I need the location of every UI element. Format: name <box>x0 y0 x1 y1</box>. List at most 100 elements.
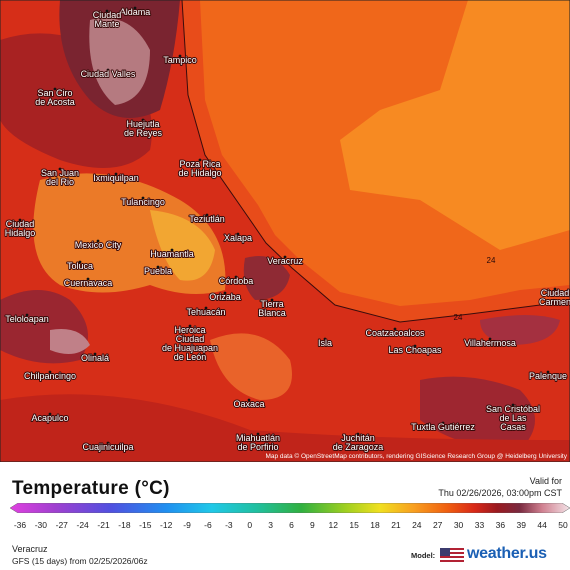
colorbar <box>10 503 570 513</box>
city-dot <box>18 218 22 222</box>
city-dot <box>170 248 174 252</box>
city-dot <box>53 87 57 91</box>
city-label-line: Huamantla <box>150 249 194 259</box>
city-label: Ciudad Valles <box>81 69 136 79</box>
city-label: Teziutlán <box>189 214 225 224</box>
city-label: Tehuacán <box>186 307 225 317</box>
city-dot <box>133 6 137 10</box>
city-dot <box>156 265 160 269</box>
city-dot <box>114 172 118 176</box>
city-label-line: Acapulco <box>31 413 68 423</box>
city-label: San Juan del Rio <box>41 168 79 187</box>
city-label-line: Ciudad <box>176 334 205 344</box>
city-label: Huejutla de Reyes <box>124 119 163 138</box>
colorbar-tick-label: 9 <box>310 520 315 530</box>
city-dot <box>58 167 62 171</box>
city-label: Coatzacoalcos <box>365 328 425 338</box>
city-dot <box>236 232 240 236</box>
city-label: Ciudad Hidalgo <box>5 219 36 238</box>
city-label: Palenque <box>529 371 567 381</box>
legend-panel: Temperature (°C) Valid for Thu 02/26/202… <box>0 462 570 570</box>
city-label-line: Huejutla <box>126 119 159 129</box>
city-dot <box>283 255 287 259</box>
city-label: Chilpancingo <box>24 371 76 381</box>
city-label-line: Ciudad <box>541 288 570 298</box>
city-label-line: de Reyes <box>124 128 163 138</box>
city-label-line: de Hidalgo <box>178 168 221 178</box>
city-dot <box>413 344 417 348</box>
colorbar-tick-label: 12 <box>328 520 338 530</box>
city-label: Juchitán de Zaragoza <box>333 433 384 452</box>
colorbar-tick-label: -12 <box>160 520 173 530</box>
city-label: San Cristóbal de Las Casas <box>486 404 540 432</box>
pacific-coast <box>0 394 570 462</box>
chiapas-highland <box>420 376 535 450</box>
city-label-line: Xalapa <box>224 233 252 243</box>
colorbar-tick-label: 15 <box>349 520 359 530</box>
valid-label: Valid for <box>529 476 562 486</box>
colorbar-tick-label: 18 <box>370 520 380 530</box>
colorbar-tick-label: 21 <box>391 520 401 530</box>
colorbar-tick-label: -36 <box>13 520 27 530</box>
city-label: Tampico <box>163 55 197 65</box>
city-label: Olinalá <box>81 353 109 363</box>
colorbar-tick-label: -18 <box>118 520 131 530</box>
city-label-line: Carmen <box>539 297 570 307</box>
city-label-line: San Ciro <box>37 88 72 98</box>
city-dot <box>78 260 82 264</box>
city-dot <box>188 324 192 328</box>
city-label: Orizaba <box>209 292 241 302</box>
us-flag <box>440 548 464 562</box>
city-label-line: Teziutlán <box>189 214 225 224</box>
city-dot <box>96 239 100 243</box>
city-dot <box>270 298 274 302</box>
city-label: Acapulco <box>31 413 68 423</box>
city-label-line: Mante <box>94 19 119 29</box>
legend-title: Temperature (°C) <box>12 478 170 499</box>
colorbar-tick-label: 24 <box>412 520 422 530</box>
city-label-line: Tuxtla Gutiérrez <box>411 422 475 432</box>
city-label-line: Tulancingo <box>121 197 165 207</box>
city-dot <box>178 54 182 58</box>
city-label-line: Casas <box>500 422 526 432</box>
city-label: Ixmiquilpan <box>93 173 139 183</box>
city-dot <box>247 398 251 402</box>
colorbar-tick-label: 27 <box>432 520 443 530</box>
city-dot <box>48 370 52 374</box>
oaxaca-warm <box>210 333 292 400</box>
city-label-line: Blanca <box>258 308 286 318</box>
city-label-line: Villahermosa <box>464 338 516 348</box>
city-label-line: Miahuatlán <box>236 433 280 443</box>
city-label-line: San Juan <box>41 168 79 178</box>
city-label-line: de Zaragoza <box>333 442 384 452</box>
city-dot <box>256 432 260 436</box>
contour-label: 24 <box>454 313 463 322</box>
veracruz-cool <box>243 256 290 300</box>
brand-logo[interactable]: weather.us <box>467 545 547 562</box>
city-label-line: de León <box>174 352 207 362</box>
city-label-line: de Acosta <box>35 97 75 107</box>
city-label: Toluca <box>67 261 93 271</box>
city-label: Huamantla <box>150 249 194 259</box>
coastal-band <box>182 0 570 322</box>
guerrero-cool <box>50 329 90 354</box>
city-label: Oaxaca <box>233 399 264 409</box>
city-dot <box>25 313 29 317</box>
colorbar-ticks: -36 -30 -27 -24 -21 -18 -15 -12 -9 -6 -3 0 3 6 9 12 15 18… <box>0 520 570 532</box>
city-dot <box>86 277 90 281</box>
city-label: Tulancingo <box>121 197 165 207</box>
colorbar-tick-label: 36 <box>495 520 506 530</box>
contour-label: 24 <box>487 256 496 265</box>
location: Veracruz <box>12 544 48 554</box>
colorbar-tick-label: 50 <box>558 520 568 530</box>
colorbar-tick-label: -30 <box>34 520 48 530</box>
colorbar-tick-label: 44 <box>537 520 547 530</box>
city-dot <box>356 432 360 436</box>
city-dot <box>234 275 238 279</box>
city-label-line: Ciudad <box>6 219 35 229</box>
city-dot <box>141 196 145 200</box>
city-label: Poza Rica de Hidalgo <box>178 159 221 178</box>
city-dot <box>141 118 145 122</box>
sierra-cool <box>89 18 150 105</box>
colorbar-tick-label: -3 <box>225 520 233 530</box>
